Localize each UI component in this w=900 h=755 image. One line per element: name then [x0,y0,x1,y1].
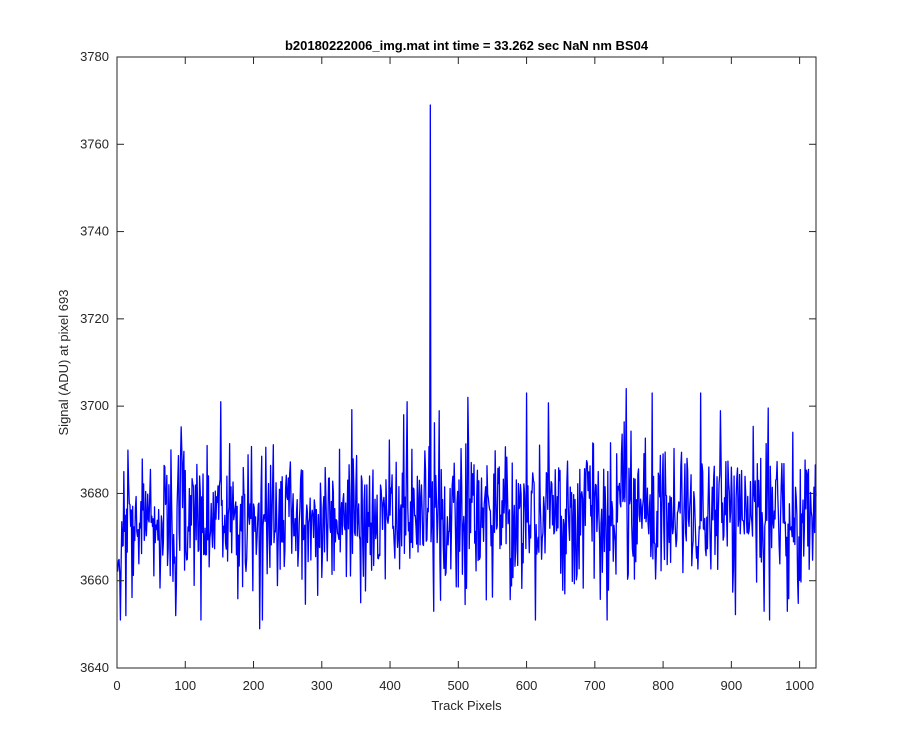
x-tick-label: 100 [174,678,196,693]
x-tick-label: 800 [652,678,674,693]
y-tick-label: 3760 [80,136,109,151]
x-tick-label: 900 [721,678,743,693]
y-tick-label: 3640 [80,660,109,675]
x-axis-label: Track Pixels [431,698,502,713]
chart-title: b20180222006_img.mat int time = 33.262 s… [285,38,649,53]
series-layer [117,104,817,630]
signal-series-line [117,104,817,630]
y-tick-label: 3740 [80,224,109,239]
y-tick-label: 3720 [80,311,109,326]
axes-box [116,56,817,669]
x-tick-label: 1000 [785,678,814,693]
x-tick-label: 300 [311,678,333,693]
y-tick-label: 3660 [80,573,109,588]
tick-layer: 0 100 200 300 400 500 600 700 800 900 1000 3640 3660… [80,49,816,693]
x-tick-label: 200 [243,678,265,693]
y-tick-label: 3780 [80,49,109,64]
y-tick-label: 3700 [80,398,109,413]
y-tick-label: 3680 [80,485,109,500]
x-tick-label: 0 [113,678,120,693]
x-tick-label: 400 [379,678,401,693]
x-tick-label: 600 [516,678,538,693]
x-tick-label: 500 [447,678,469,693]
y-axis-label: Signal (ADU) at pixel 693 [56,290,71,436]
x-tick-label: 700 [584,678,606,693]
